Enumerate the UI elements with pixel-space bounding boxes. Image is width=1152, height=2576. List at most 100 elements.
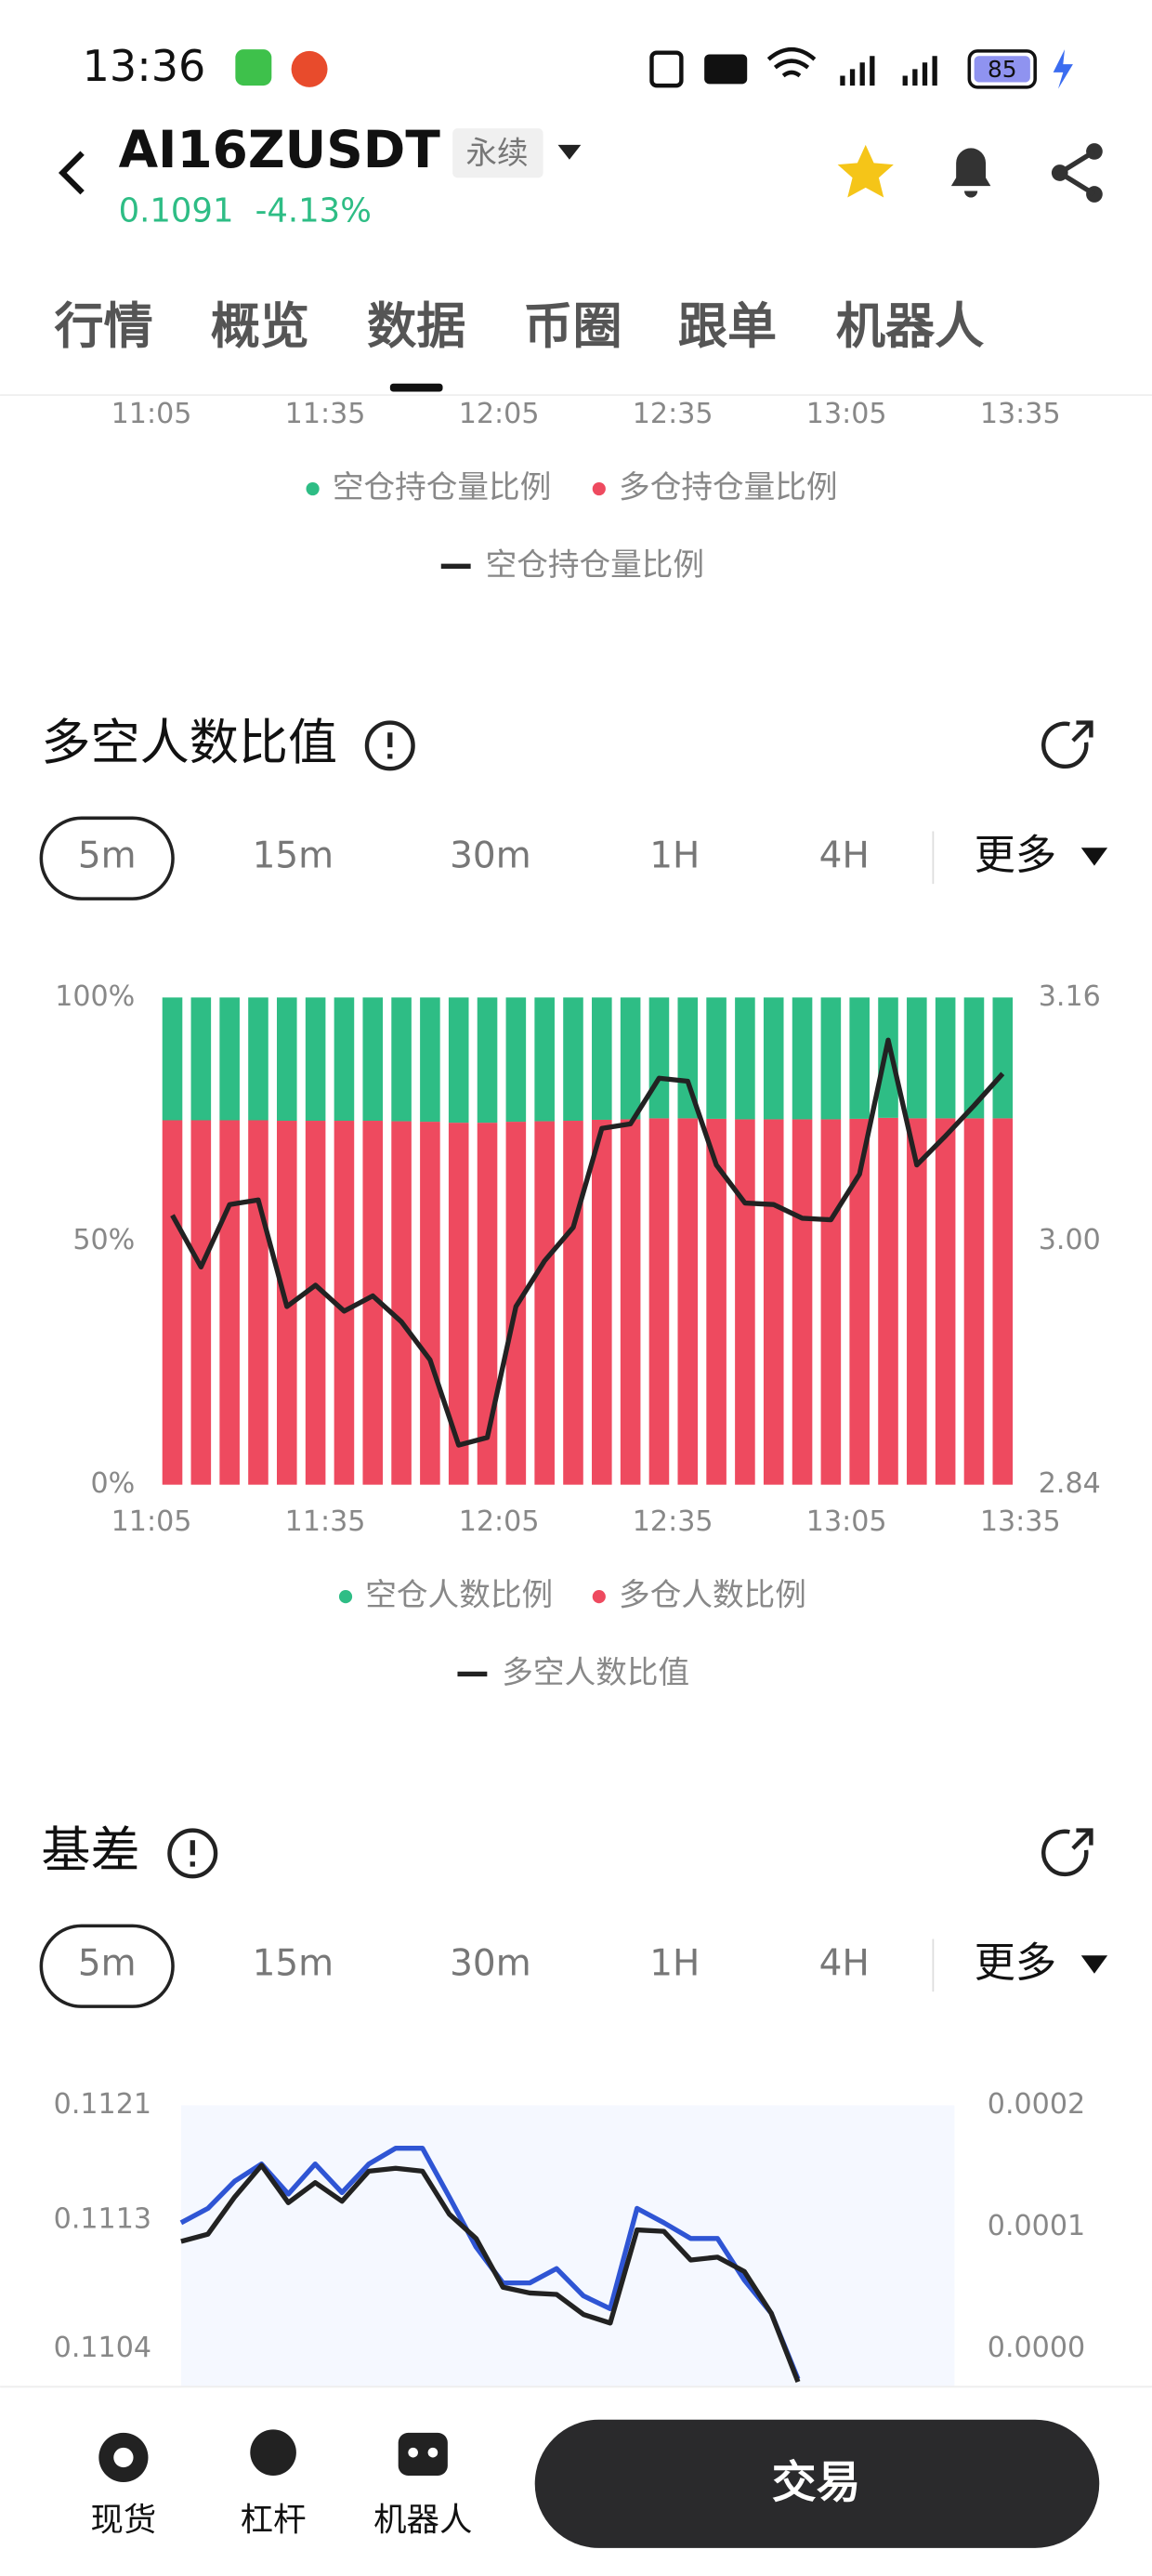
bar-segment (963, 1118, 985, 1485)
interval-button[interactable]: 30m (450, 835, 531, 876)
x-tick-label: 13:35 (980, 1505, 1061, 1538)
bar-segment (420, 1122, 440, 1485)
bar-segment (248, 1120, 268, 1485)
y2-tick-label: 0.0001 (988, 2210, 1085, 2242)
bar-segment (592, 1119, 612, 1485)
interval-button[interactable]: 15m (253, 1942, 334, 1984)
x-tick-label: 11:35 (285, 398, 366, 430)
bar-segment (706, 1118, 727, 1485)
tab[interactable]: 行情 (55, 297, 153, 355)
bar-segment (792, 997, 813, 1120)
bar-segment (477, 997, 498, 1124)
interval-button[interactable]: 1H (649, 1942, 700, 1984)
more-button[interactable]: 更多 (975, 1939, 1057, 1987)
tab-indicator (389, 383, 443, 392)
expand-icon[interactable] (1041, 1828, 1093, 1877)
tab[interactable]: 币圈 (523, 297, 622, 355)
margin-icon (250, 2429, 296, 2476)
bar-segment (190, 1120, 212, 1485)
robot-icon (427, 2447, 439, 2458)
bar-segment (648, 1118, 670, 1485)
tag: 永续 (465, 135, 528, 171)
bar-segment (763, 997, 784, 1120)
x-tick-label: 11:35 (285, 1505, 366, 1538)
interval-button[interactable]: 4H (819, 1942, 870, 1984)
trade-label[interactable]: 交易 (772, 2458, 861, 2509)
back-button[interactable] (58, 151, 85, 195)
bar-segment (792, 1119, 813, 1485)
tab[interactable]: 数据 (367, 297, 465, 355)
bar-segment (878, 997, 898, 1118)
legend-dot (592, 481, 606, 496)
wifi-icon (766, 46, 817, 78)
y2-tick-label: 3.00 (1039, 1224, 1101, 1256)
legend-label[interactable]: 空仓人数比例 (365, 1577, 553, 1613)
bar-segment (420, 997, 440, 1123)
bar-segment (820, 1119, 842, 1485)
bar-segment (677, 997, 699, 1119)
bar-segment (477, 1123, 498, 1485)
bar-segment (190, 997, 212, 1121)
alert-button[interactable] (950, 148, 991, 198)
legend-label: 多仓持仓量比例 (619, 469, 837, 506)
bar-segment (935, 1118, 956, 1485)
y-tick-label: 0.1104 (54, 2332, 151, 2364)
bar-segment (362, 1121, 384, 1485)
interval-button[interactable]: 1H (649, 835, 700, 876)
robot-icon (408, 2447, 418, 2458)
x-tick-label: 12:35 (633, 398, 713, 430)
battery-level (974, 56, 1030, 83)
bar-segment (648, 997, 670, 1119)
spot-icon (113, 2447, 134, 2468)
bar-segment (305, 1121, 326, 1485)
x-tick-label: 11:05 (111, 1505, 192, 1538)
x-tick-label: 11:05 (111, 398, 192, 430)
interval-active (39, 816, 175, 900)
more-button[interactable]: 更多 (975, 832, 1057, 879)
bar-segment (505, 997, 527, 1123)
bar-segment (391, 997, 412, 1122)
nav-item[interactable]: 机器人 (373, 2502, 472, 2540)
charging-icon (1053, 49, 1073, 89)
battery-text: 85 (988, 56, 1017, 83)
tab[interactable]: 概览 (211, 297, 309, 355)
interval-button[interactable]: 4H (819, 835, 870, 876)
info-icon[interactable] (167, 1828, 218, 1879)
bar-segment (620, 997, 641, 1120)
legend-dot (306, 481, 320, 496)
y2-tick-label: 2.84 (1039, 1467, 1101, 1500)
legend-label[interactable]: 多空人数比值 (502, 1654, 689, 1690)
bar-segment (563, 997, 583, 1122)
bar-segment (305, 997, 326, 1122)
bar-segment (334, 997, 355, 1122)
interval-button[interactable]: 5m (78, 1942, 137, 1984)
bar-segment (706, 997, 727, 1119)
legend-label: 空仓持仓量比例 (486, 546, 704, 583)
expand-icon[interactable] (1041, 720, 1093, 769)
bar-segment (878, 1117, 898, 1485)
nav-item[interactable]: 现货 (90, 2502, 156, 2540)
trade-button[interactable] (534, 2419, 1100, 2548)
legend-dot (338, 1590, 353, 1604)
nav-item[interactable]: 杠杆 (241, 2502, 307, 2540)
ratio-line (170, 1037, 1005, 1448)
symbol-dropdown[interactable] (557, 144, 582, 160)
tab[interactable]: 跟单 (678, 297, 777, 355)
y-tick-label: 0.1113 (54, 2202, 151, 2235)
more-dropdown (1080, 1955, 1108, 1974)
share-button[interactable] (1051, 143, 1103, 203)
interval-button[interactable]: 30m (450, 1942, 531, 1984)
interval-button[interactable]: 15m (253, 835, 334, 876)
legend-label[interactable]: 多仓人数比例 (619, 1577, 806, 1613)
bar-segment (391, 1121, 412, 1485)
bar-segment (620, 1119, 641, 1485)
info-icon[interactable] (364, 720, 415, 771)
signal-icon (840, 56, 937, 86)
tab[interactable]: 机器人 (836, 297, 984, 355)
y-tick-label: 0.1121 (54, 2088, 151, 2121)
favorite-button[interactable] (837, 144, 894, 198)
symbol: AI16ZUSDT (119, 120, 441, 179)
interval-button[interactable]: 5m (78, 835, 137, 876)
bar-segment (534, 997, 555, 1122)
